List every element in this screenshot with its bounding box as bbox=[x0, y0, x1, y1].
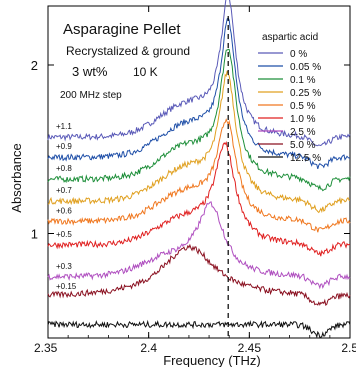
legend: 0 % 0.05 % 0.1 % 0.25 % 0.5 % 1.0 % 2.5 % 5.0 %… bbox=[258, 49, 321, 164]
legend-label: 5.0 % bbox=[290, 140, 316, 151]
series-line bbox=[47, 0, 351, 147]
offset-label: +0.7 bbox=[56, 186, 72, 195]
series-line bbox=[47, 48, 351, 192]
plot-frame bbox=[47, 5, 351, 339]
series-line bbox=[47, 118, 351, 233]
offset-label: +0.15 bbox=[56, 282, 77, 291]
x-tick-label: 2.5 bbox=[341, 341, 356, 355]
x-tick-label: 2.45 bbox=[238, 341, 262, 355]
legend-label: 0.1 % bbox=[290, 75, 316, 86]
temperature-annotation: 10 K bbox=[133, 65, 158, 79]
step-annotation: 200 MHz step bbox=[60, 90, 122, 101]
legend-label: 0.5 % bbox=[290, 101, 316, 112]
legend-label: 12.5 % bbox=[290, 153, 321, 164]
legend-label: 0.05 % bbox=[290, 62, 321, 73]
legend-label: 0.25 % bbox=[290, 88, 321, 99]
axis-ticks: 2.35 2.4 2.45 2.5 1 2 bbox=[31, 6, 356, 355]
series-line bbox=[47, 17, 351, 170]
x-tick-label: 2.4 bbox=[140, 341, 157, 355]
x-axis-label: Frequency (THz) bbox=[163, 353, 261, 367]
y-tick-label: 1 bbox=[31, 227, 38, 242]
preparation-annotation: Recrystalized & ground bbox=[66, 44, 190, 58]
offset-labels: +1.1 +0.9 +0.8 +0.7 +0.6 +0.5 +0.3 +0.15 bbox=[56, 122, 77, 291]
series-line bbox=[47, 70, 351, 214]
offset-label: +0.9 bbox=[56, 142, 72, 151]
legend-label: 0 % bbox=[290, 49, 307, 60]
title-annotation: Asparagine Pellet bbox=[63, 21, 181, 38]
y-axis-label: Absorbance bbox=[9, 143, 24, 212]
series-line bbox=[47, 140, 351, 257]
series-line bbox=[47, 201, 351, 290]
series-line bbox=[47, 319, 351, 339]
offset-label: +0.6 bbox=[56, 206, 72, 215]
y-tick-label: 2 bbox=[31, 58, 38, 73]
offset-label: +0.3 bbox=[56, 262, 72, 271]
legend-label: 2.5 % bbox=[290, 127, 316, 138]
offset-label: +1.1 bbox=[56, 122, 72, 131]
series-group bbox=[47, 0, 351, 339]
offset-label: +0.8 bbox=[56, 164, 72, 173]
series-line bbox=[47, 243, 351, 307]
concentration-annotation: 3 wt% bbox=[72, 64, 108, 79]
legend-label: 1.0 % bbox=[290, 114, 316, 125]
x-tick-label: 2.35 bbox=[34, 341, 58, 355]
offset-label: +0.5 bbox=[56, 230, 72, 239]
legend-title: aspartic acid bbox=[262, 32, 318, 43]
